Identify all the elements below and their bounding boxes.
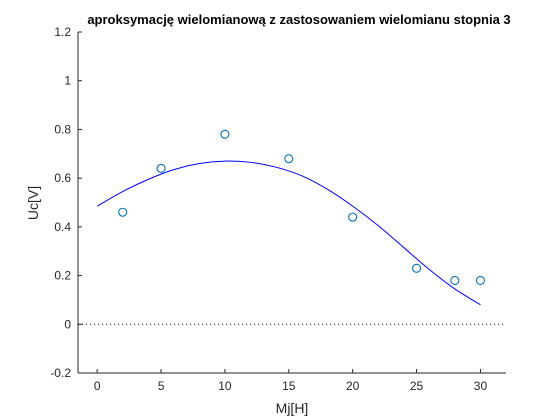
data-point-marker xyxy=(475,275,485,285)
data-point-marker xyxy=(450,275,460,285)
plot-area: 0 5 10 15 20 25 30 -0.2 0 0.2 0.4 0.6 0.8 1 1.2 xyxy=(50,25,506,393)
y-tick-label: 0.4 xyxy=(54,220,71,234)
x-axis-label: Mj[H] xyxy=(276,400,309,416)
data-point-marker xyxy=(220,129,230,139)
x-tick-label: 10 xyxy=(218,379,232,393)
data-point-marker xyxy=(348,212,358,222)
y-tick-label: 0 xyxy=(64,317,71,331)
y-tick-label: 1.2 xyxy=(54,25,71,39)
data-point-marker xyxy=(284,154,294,164)
x-tick-label: 30 xyxy=(474,379,488,393)
y-axis-label: Uc[V] xyxy=(25,186,41,220)
x-tick-label: 0 xyxy=(94,379,101,393)
chart-title: aproksymację wielomianową z zastosowanie… xyxy=(87,12,510,27)
y-tick-label: 0.8 xyxy=(54,122,71,136)
x-tick-label: 5 xyxy=(158,379,165,393)
x-tick-label: 15 xyxy=(282,379,296,393)
data-point-marker xyxy=(118,207,128,217)
x-tick-label: 20 xyxy=(346,379,360,393)
y-tick-label: -0.2 xyxy=(50,366,71,380)
y-tick-label: 1 xyxy=(64,74,71,88)
data-point-marker xyxy=(156,163,166,173)
y-tick-label: 0.2 xyxy=(54,269,71,283)
y-tick-label: 0.6 xyxy=(54,171,71,185)
x-tick-label: 25 xyxy=(410,379,424,393)
fit-curve-line xyxy=(96,160,481,306)
data-point-marker xyxy=(412,263,422,273)
